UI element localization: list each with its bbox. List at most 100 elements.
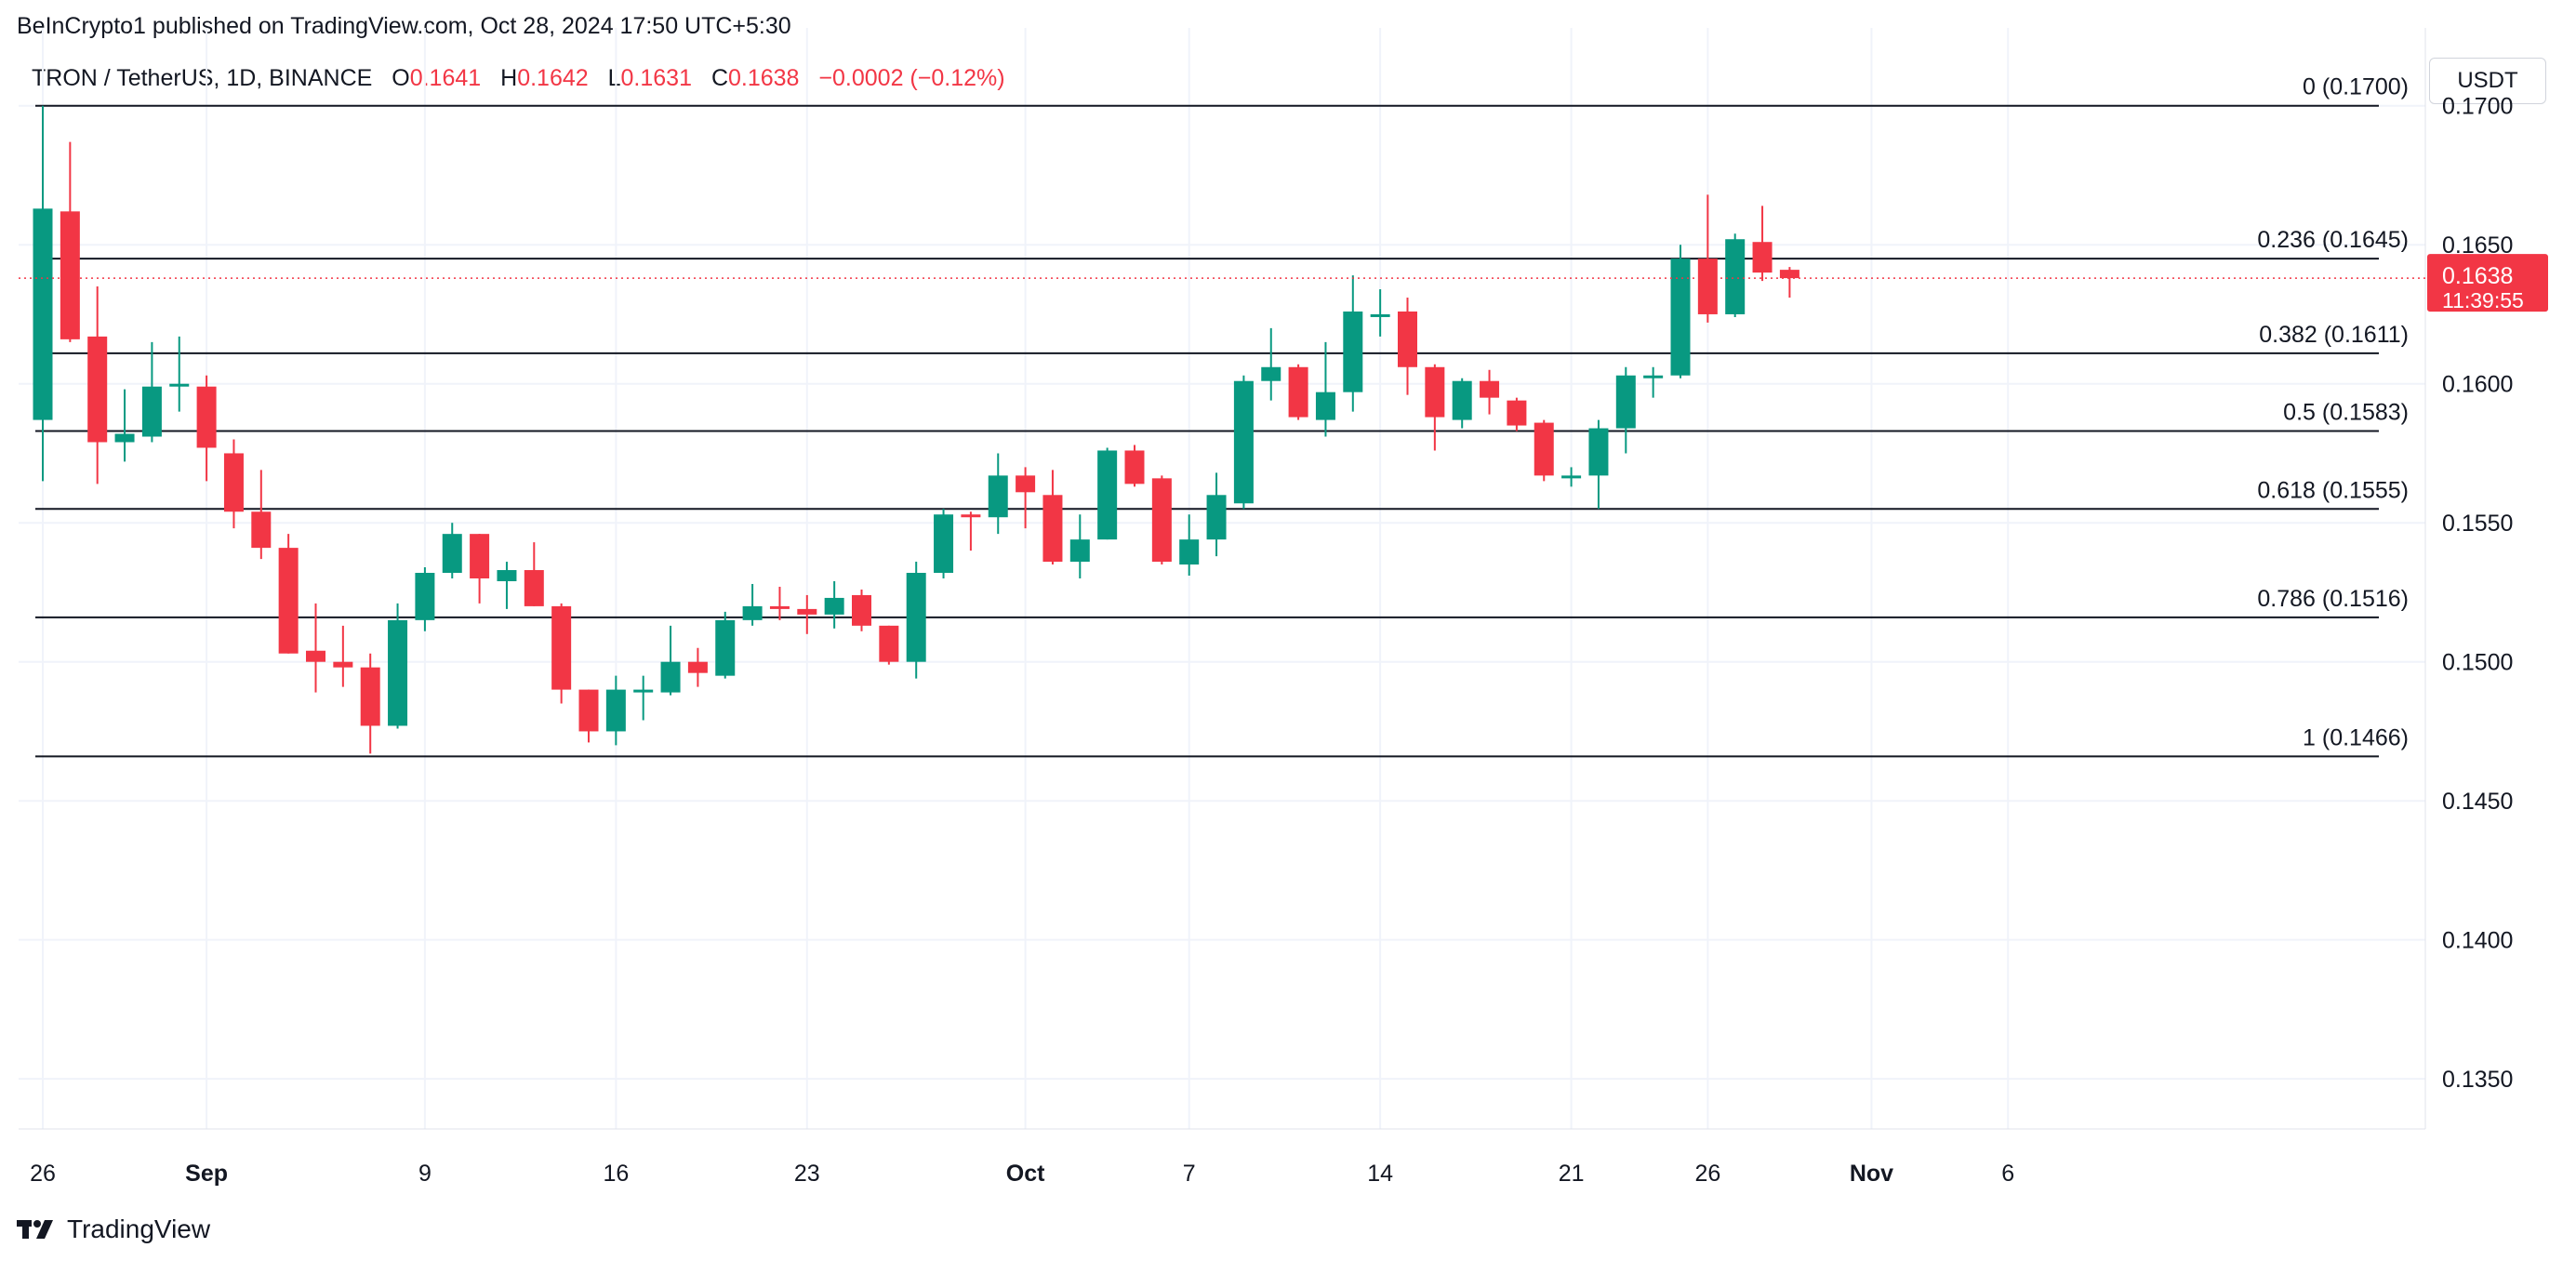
candle-body: [1752, 242, 1773, 273]
candle-body: [1206, 495, 1227, 540]
price-chart[interactable]: 0 (0.1700) 0.236 (0.1645) 0.382 (0.1611) 0.…: [0, 0, 2576, 1209]
bar-countdown: 11:39:55: [2442, 288, 2524, 312]
symbol-legend: TRON / TetherUS, 1D, BINANCE O0.1641 H0.…: [32, 65, 1018, 92]
candle-body: [1042, 495, 1063, 563]
candle-body: [961, 514, 981, 518]
price-tick-label: 0.1700: [2442, 94, 2513, 120]
candle-body: [578, 689, 599, 732]
candle-body: [1288, 366, 1308, 418]
candle-body: [1370, 313, 1390, 317]
candle-body: [360, 667, 380, 726]
price-tick-label: 0.1500: [2442, 650, 2513, 676]
candle-body: [333, 661, 353, 668]
candle-body: [742, 605, 763, 620]
time-tick-label: 26: [1694, 1161, 1720, 1187]
candle-body: [87, 336, 108, 443]
candle-body: [1507, 400, 1527, 426]
candle-body: [769, 605, 790, 609]
fib-level-label: 0.5 (0.1583): [2283, 400, 2409, 426]
candle-body: [196, 386, 217, 448]
candle-body: [1588, 428, 1609, 476]
time-tick-label: 6: [2001, 1161, 2014, 1187]
candle-body: [797, 608, 817, 615]
price-tick-label: 0.1600: [2442, 372, 2513, 398]
high-value: 0.1642: [517, 65, 589, 91]
candle-body: [1233, 380, 1254, 504]
candle-body: [715, 619, 736, 676]
candle-body: [278, 548, 299, 654]
time-tick-label: 26: [30, 1161, 56, 1187]
candle-body: [906, 573, 926, 662]
candle-body: [1097, 450, 1118, 540]
candle-body: [1179, 539, 1200, 565]
candle-body: [60, 211, 80, 339]
last-price-value: 0.1638: [2442, 263, 2513, 289]
candle-body: [1534, 422, 1554, 476]
tradingview-logo-icon: [17, 1218, 58, 1241]
time-tick-label: Sep: [185, 1161, 228, 1187]
candle-body: [415, 573, 435, 620]
fib-level-label: 0.236 (0.1645): [2257, 227, 2409, 253]
symbol-title[interactable]: TRON / TetherUS, 1D, BINANCE: [32, 65, 373, 91]
candle-body: [1398, 311, 1417, 367]
candle-body: [1725, 239, 1746, 314]
low-value: 0.1631: [620, 65, 692, 91]
open-value: 0.1641: [409, 65, 482, 91]
candle-body: [1425, 366, 1445, 418]
time-tick-label: Oct: [1006, 1161, 1045, 1187]
candle-body: [1343, 311, 1363, 392]
candle-body: [633, 689, 654, 693]
candle-body: [934, 514, 954, 574]
candle-body: [114, 433, 135, 443]
candle-body: [141, 386, 162, 437]
time-tick-label: 23: [794, 1161, 820, 1187]
time-tick-label: 7: [1183, 1161, 1196, 1187]
open-label: O: [392, 65, 410, 91]
time-tick-label: 16: [603, 1161, 629, 1187]
price-tick-label: 0.1400: [2442, 928, 2513, 954]
candle-body: [1315, 392, 1335, 420]
fib-level-label: 0.618 (0.1555): [2257, 477, 2409, 503]
candle-body: [470, 534, 490, 578]
price-tick-label: 0.1550: [2442, 511, 2513, 537]
candle-body: [879, 625, 899, 662]
candle-body: [1261, 366, 1281, 381]
candle-body: [306, 650, 325, 662]
close-value: 0.1638: [728, 65, 800, 91]
time-axis[interactable]: 26 Sep 9 16 23 Oct 7 14 21 26 Nov 6: [30, 1161, 2014, 1187]
candle-body: [524, 570, 544, 606]
fib-level-label: 0.786 (0.1516): [2257, 586, 2409, 612]
candle-body: [33, 208, 53, 420]
candles: [33, 105, 1799, 754]
candle-body: [988, 475, 1008, 518]
tradingview-brand[interactable]: TradingView: [17, 1215, 210, 1244]
candle-body: [852, 594, 871, 626]
time-tick-label: Nov: [1850, 1161, 1893, 1187]
candle-body: [442, 534, 462, 574]
candle-body: [605, 689, 626, 732]
fib-level-label: 1 (0.1466): [2303, 724, 2409, 750]
last-price-badge: [2427, 254, 2548, 312]
candle-body: [1016, 475, 1036, 493]
candle-body: [660, 661, 681, 693]
price-tick-label: 0.1450: [2442, 789, 2513, 815]
time-tick-label: 21: [1559, 1161, 1585, 1187]
price-axis[interactable]: 0.17000.16500.16000.15500.15000.14500.14…: [2442, 94, 2513, 1093]
candle-body: [687, 661, 708, 673]
candle-body: [1452, 380, 1472, 420]
fib-level-label: 0 (0.1700): [2303, 74, 2409, 100]
candle-body: [1615, 375, 1636, 429]
high-label: H: [500, 65, 518, 91]
candle-body: [223, 453, 244, 512]
fib-level-label: 0.382 (0.1611): [2259, 322, 2409, 348]
candle-body: [1069, 539, 1090, 563]
candle-body: [388, 619, 408, 726]
candle-body: [1779, 270, 1799, 279]
candle-body: [1151, 478, 1172, 563]
candle-body: [1697, 259, 1718, 314]
currency-button[interactable]: USDT: [2429, 58, 2546, 104]
candle-body: [251, 511, 272, 549]
brand-name: TradingView: [67, 1215, 211, 1243]
candle-body: [1480, 380, 1500, 398]
